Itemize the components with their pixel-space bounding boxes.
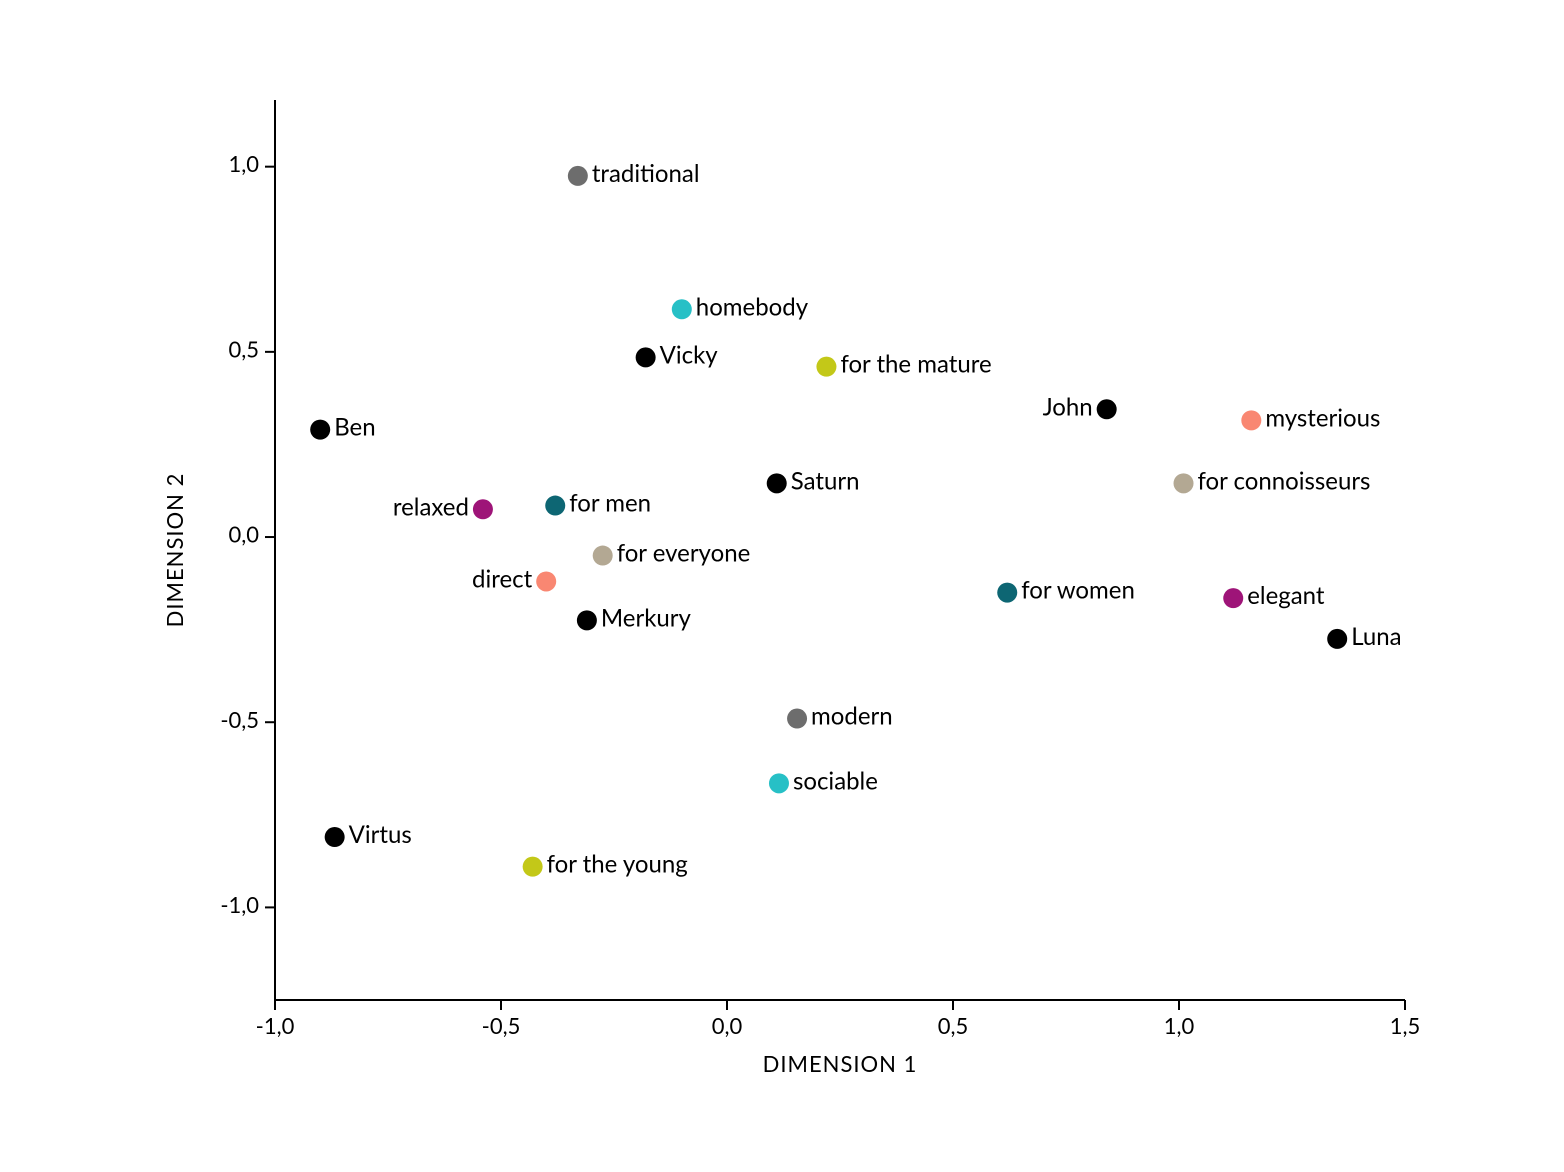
data-point — [672, 299, 692, 319]
data-point — [1241, 410, 1261, 430]
data-point-label: for everyone — [617, 539, 751, 568]
x-tick-label: 1,5 — [1390, 1012, 1421, 1039]
data-point-label: Luna — [1351, 622, 1401, 651]
data-point-label: for the mature — [840, 350, 991, 379]
data-point — [523, 857, 543, 877]
data-point — [636, 347, 656, 367]
data-point-label: mysterious — [1265, 403, 1380, 432]
y-tick-label: 0,0 — [228, 521, 259, 548]
data-point — [1097, 399, 1117, 419]
data-point — [1174, 473, 1194, 493]
data-point-label: Ben — [334, 413, 375, 442]
x-tick-label: 1,0 — [1164, 1012, 1195, 1039]
data-point-label: Virtus — [349, 820, 412, 849]
data-point-label: sociable — [793, 766, 878, 795]
chart-svg: -1,0 -0,5 0,0 0,5 1,0 -1,0 -0,5 0,0 0,5 1,0 1,5 DIM… — [0, 0, 1564, 1172]
data-point-label: for men — [569, 489, 651, 518]
data-point — [536, 571, 556, 591]
data-point-label: elegant — [1247, 581, 1325, 610]
data-point — [310, 420, 330, 440]
x-tick-label: -1,0 — [256, 1012, 295, 1039]
data-point — [325, 827, 345, 847]
data-point-label: John — [1043, 392, 1093, 421]
data-point — [473, 499, 493, 519]
scatter-chart: -1,0 -0,5 0,0 0,5 1,0 -1,0 -0,5 0,0 0,5 1,0 1,5 DIM… — [0, 0, 1564, 1172]
data-point — [816, 357, 836, 377]
data-point — [545, 496, 565, 516]
x-axis-title: DIMENSION 1 — [763, 1050, 918, 1077]
y-tick-label: 1,0 — [228, 150, 259, 177]
y-axis-title: DIMENSION 2 — [161, 473, 188, 628]
y-tick-label: -0,5 — [220, 706, 259, 733]
data-point-label: Vicky — [660, 340, 719, 369]
data-point-label: homebody — [696, 292, 809, 321]
data-point — [997, 583, 1017, 603]
data-point — [1327, 629, 1347, 649]
data-point-label: Merkury — [601, 603, 692, 632]
data-point — [577, 610, 597, 630]
data-point-label: traditional — [592, 159, 700, 188]
data-point-label: modern — [811, 702, 893, 731]
data-point — [767, 473, 787, 493]
data-point — [1223, 588, 1243, 608]
data-point — [769, 773, 789, 793]
x-tick-label: -0,5 — [482, 1012, 521, 1039]
data-point-label: for the young — [547, 850, 688, 879]
y-tick-label: 0,5 — [228, 335, 259, 362]
data-point — [593, 546, 613, 566]
data-point-label: for women — [1021, 576, 1135, 605]
data-point — [787, 709, 807, 729]
data-point-label: for connoisseurs — [1198, 466, 1371, 495]
data-point-label: direct — [472, 565, 533, 594]
data-point-label: relaxed — [393, 492, 469, 521]
data-point — [568, 166, 588, 186]
data-point-label: Saturn — [791, 466, 860, 495]
y-tick-label: -1,0 — [220, 891, 259, 918]
x-tick-label: 0,0 — [712, 1012, 743, 1039]
x-tick-label: 0,5 — [938, 1012, 969, 1039]
